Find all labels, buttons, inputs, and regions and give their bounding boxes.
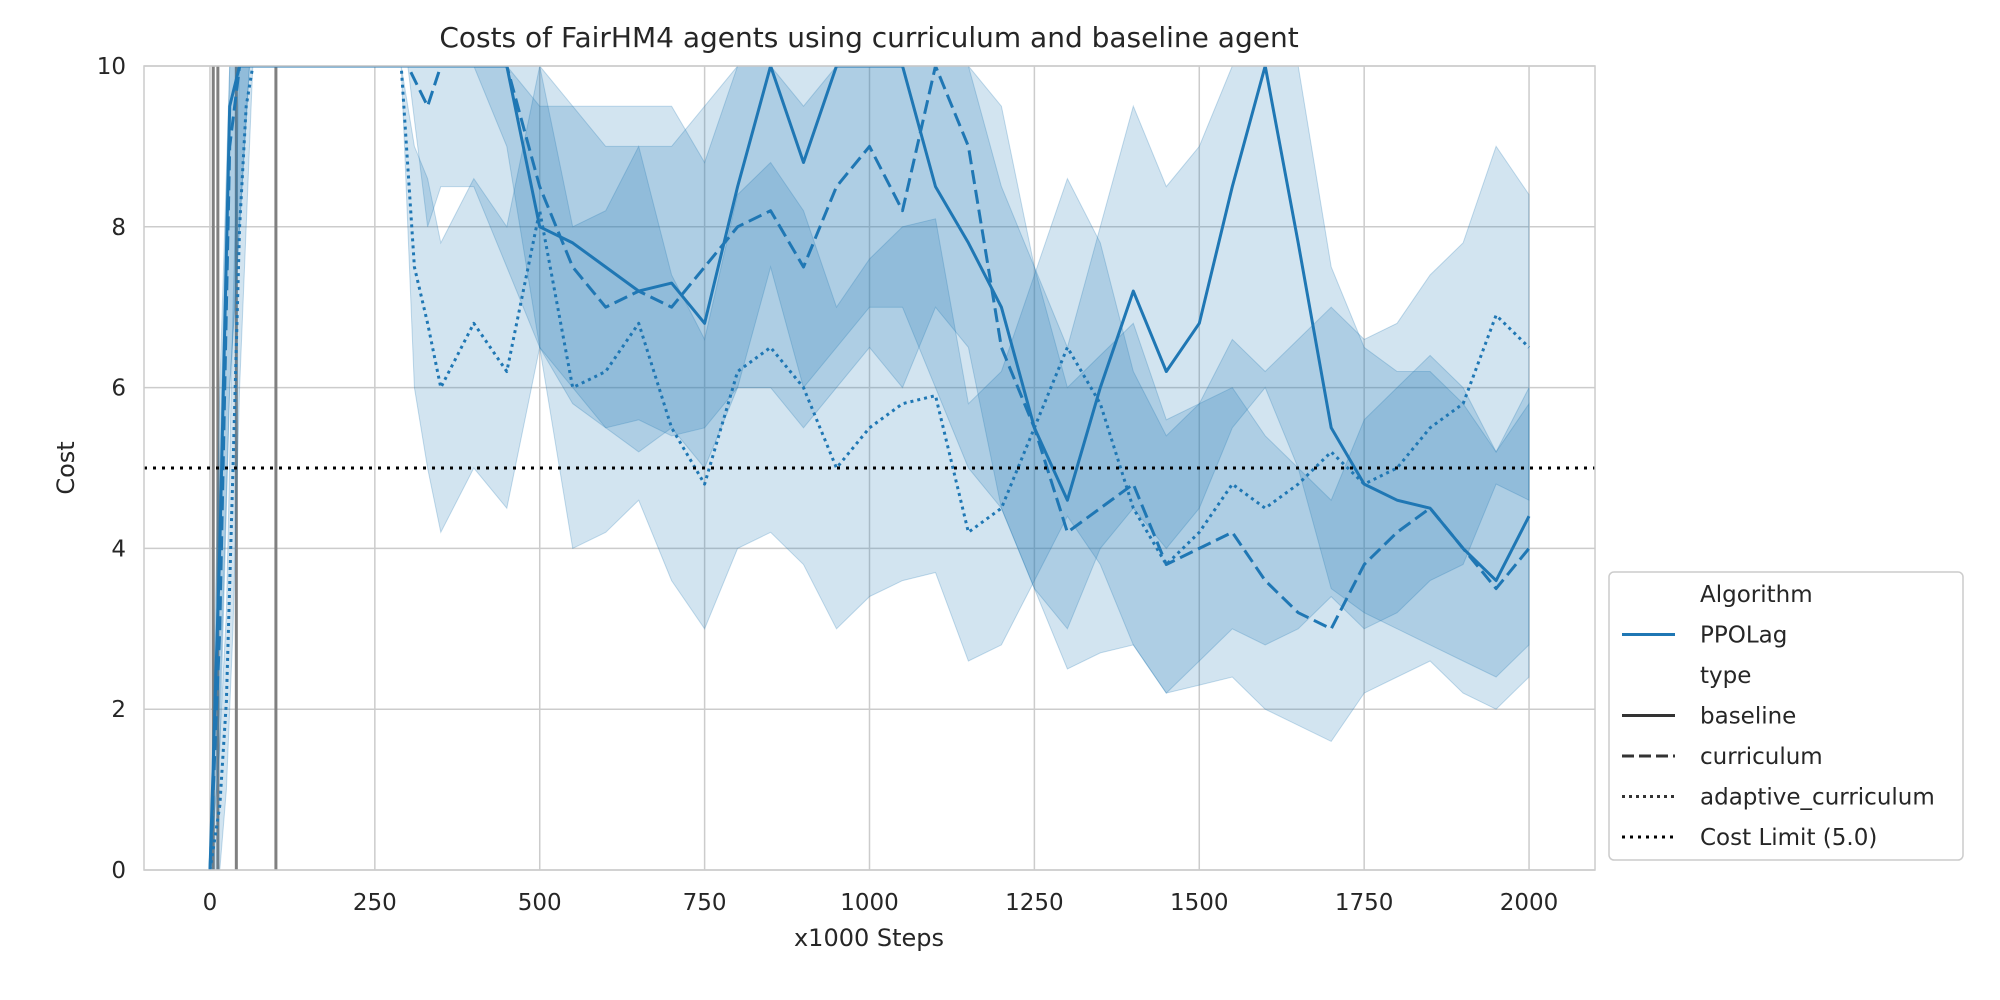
chart-title: Costs of FairHM4 agents using curriculum… <box>439 21 1298 54</box>
x-axis-label: x1000 Steps <box>794 924 944 952</box>
y-tick-label: 8 <box>111 215 126 241</box>
y-axis-label: Cost <box>52 441 80 494</box>
x-tick-label: 750 <box>683 890 727 916</box>
x-tick-label: 0 <box>203 890 218 916</box>
x-tick-label: 1750 <box>1335 890 1394 916</box>
legend: Algorithm PPOLag type baseline curriculum ada… <box>1608 571 1964 861</box>
x-axis-ticks: 0 250 500 750 1000 1250 1500 1750 2000 <box>203 890 1559 916</box>
legend-label: type <box>1700 663 1751 689</box>
legend-label: Algorithm <box>1700 582 1813 608</box>
series-line-curriculum <box>208 66 1531 870</box>
legend-box <box>1608 571 1964 861</box>
x-tick-label: 1000 <box>840 890 899 916</box>
confidence-bands <box>209 66 1530 870</box>
y-tick-label: 10 <box>97 54 126 80</box>
x-tick-label: 250 <box>353 890 397 916</box>
series-line-adaptive_curriculum <box>208 66 1531 870</box>
legend-label: adaptive_curriculum <box>1700 785 1935 811</box>
y-tick-label: 2 <box>111 697 126 723</box>
y-tick-label: 6 <box>111 376 126 402</box>
x-tick-label: 1500 <box>1170 890 1229 916</box>
y-tick-label: 0 <box>111 858 126 884</box>
legend-label: baseline <box>1700 704 1796 730</box>
legend-label: PPOLag <box>1700 623 1787 649</box>
x-tick-label: 1250 <box>1005 890 1064 916</box>
x-tick-label: 2000 <box>1500 890 1559 916</box>
x-tick-label: 500 <box>518 890 562 916</box>
legend-label: curriculum <box>1700 744 1823 770</box>
plot-border <box>143 65 1596 871</box>
legend-label: Cost Limit (5.0) <box>1700 825 1877 851</box>
y-tick-label: 4 <box>111 536 126 562</box>
series-lines <box>208 66 1531 870</box>
confidence-band-curriculum <box>209 66 1530 870</box>
series-line-baseline <box>208 66 1531 870</box>
y-axis-ticks: 0 2 4 6 8 10 <box>97 54 126 884</box>
